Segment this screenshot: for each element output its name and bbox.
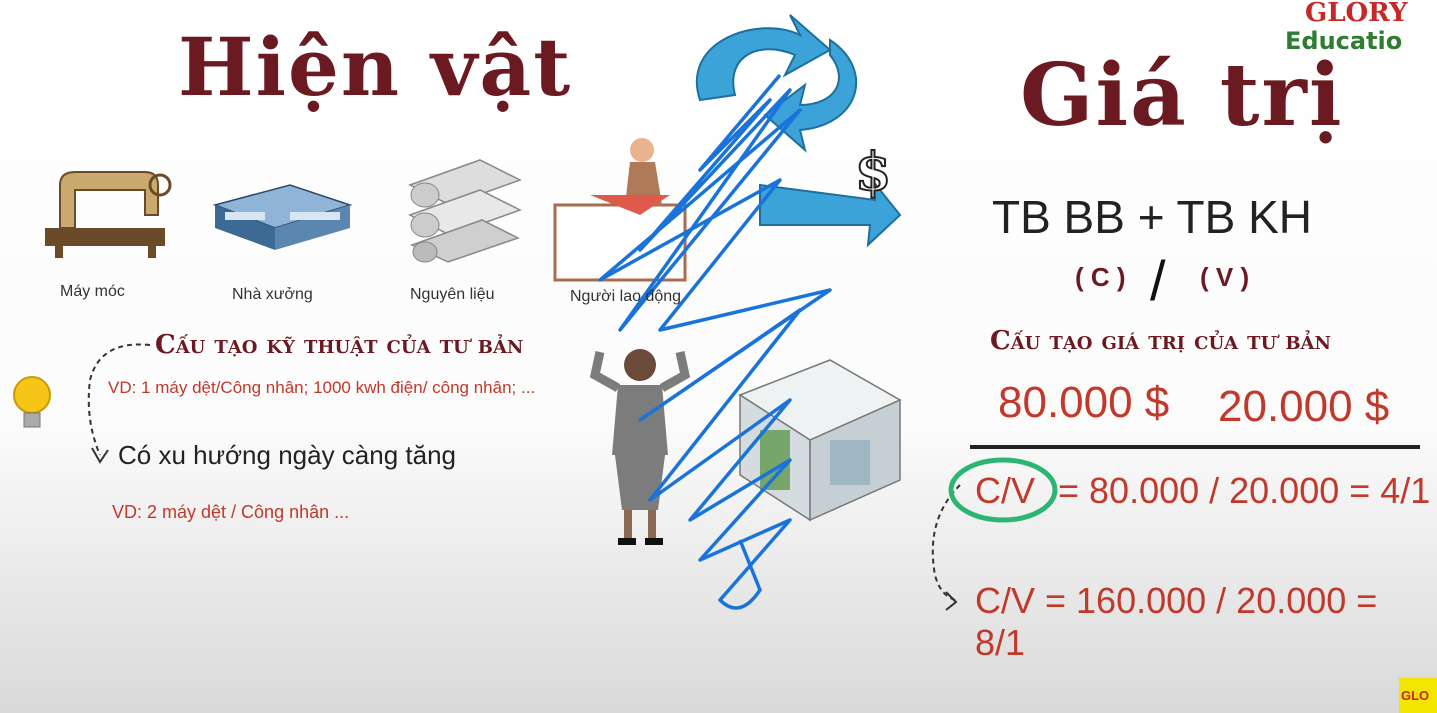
- right-title: Giá trị: [1020, 45, 1344, 146]
- dashed-arrow-left: [87, 343, 151, 456]
- brand-logo: GLORY Educatio: [1285, 0, 1408, 56]
- caption-machines: Máy móc: [60, 283, 125, 300]
- variable-capital-label: ( V ): [1200, 262, 1250, 292]
- left-title: Hiện vật: [178, 20, 573, 114]
- dollar-icon: $: [855, 142, 891, 203]
- cv-equation-2: C/V = 160.000 / 20.000 = 8/1: [975, 580, 1378, 663]
- worker-at-desk-icon: [553, 138, 687, 282]
- cv-label: C/V: [975, 470, 1036, 511]
- formula-slash: /: [1150, 249, 1166, 312]
- caption-factory: Nhà xưởng: [232, 286, 313, 303]
- woman-flexing-icon: [589, 349, 691, 545]
- constant-capital-label: ( C ): [1075, 262, 1126, 292]
- caption-materials: Nguyên liệu: [410, 286, 495, 303]
- right-arrow-icon: [759, 176, 902, 248]
- left-subtitle: Cấu tạo kỹ thuật của tư bản: [155, 330, 524, 360]
- left-example-2: VD: 2 máy dệt / Công nhân ...: [112, 502, 350, 522]
- cv-highlight-circle: [948, 457, 1058, 523]
- capital-formula: TB BB + TB KH: [992, 191, 1312, 243]
- left-trend: Có xu hướng ngày càng tăng: [118, 440, 457, 470]
- cv-equation-1: = 80.000 / 20.000 = 4/1: [1058, 470, 1431, 511]
- constant-capital-value: 80.000 $: [998, 378, 1170, 427]
- factory-icon: [212, 184, 353, 250]
- fabric-rolls-icon: [408, 159, 522, 263]
- right-subtitle: Cấu tạo giá trị của tư bản: [990, 326, 1331, 356]
- production-line-icon: [738, 359, 902, 522]
- variable-capital-value: 20.000 $: [1218, 382, 1390, 431]
- dashed-arrow-right: [931, 484, 961, 601]
- brand-line1: GLORY: [1305, 0, 1408, 28]
- brand-line2: Educatio: [1285, 27, 1403, 55]
- sewing-machine-icon: [45, 171, 172, 258]
- caption-workers: Người lao động: [570, 288, 682, 305]
- corner-badge-text: GLO: [1401, 688, 1430, 703]
- pen-scribble: [598, 73, 832, 610]
- left-example-1: VD: 1 máy dệt/Công nhân; 1000 kwh điện/ …: [108, 378, 536, 397]
- lightbulb-icon: [13, 376, 51, 428]
- corner-badge: GLO: [1399, 678, 1437, 713]
